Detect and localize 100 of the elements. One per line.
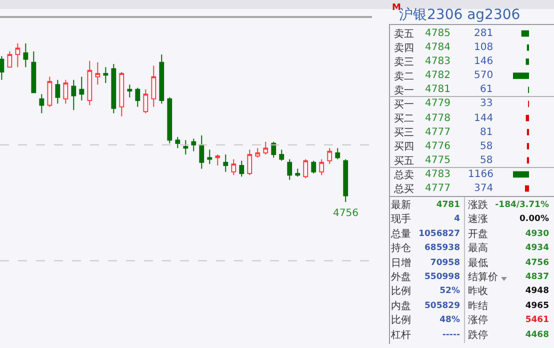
annotation: 4756 bbox=[333, 208, 358, 219]
text: ----- bbox=[442, 330, 460, 340]
text: 61 bbox=[480, 84, 493, 95]
text: 日增 bbox=[391, 258, 411, 270]
candlestick bbox=[39, 94, 44, 114]
y-tick-label: 总买 bbox=[393, 183, 414, 195]
candlestick bbox=[207, 149, 212, 164]
candlestick bbox=[271, 141, 276, 158]
text: 最高 bbox=[468, 243, 488, 256]
y-tick-label: 总卖 bbox=[393, 168, 414, 181]
text: 48% bbox=[440, 315, 460, 326]
text: 涨停 bbox=[468, 315, 488, 328]
candlestick bbox=[223, 154, 228, 172]
text: 144 bbox=[474, 113, 494, 124]
text: 杠杆 bbox=[391, 330, 411, 342]
candlestick bbox=[103, 66, 108, 84]
text: 685938 bbox=[424, 243, 460, 254]
text: 4785 bbox=[425, 28, 450, 39]
candlestick bbox=[127, 84, 132, 98]
candlestick bbox=[247, 149, 252, 176]
candlestick bbox=[87, 60, 92, 106]
y-tick-label: 买四 bbox=[394, 142, 414, 153]
candlestick bbox=[55, 79, 60, 104]
candlestick bbox=[135, 87, 140, 108]
y-tick-label: 买五 bbox=[394, 156, 414, 167]
text: 跌停 bbox=[468, 330, 488, 342]
candlestick bbox=[303, 158, 308, 179]
text: 持仓 bbox=[391, 243, 411, 256]
text: 4775 bbox=[425, 155, 450, 166]
text: 4784 bbox=[425, 42, 450, 53]
text: -184/3.71% bbox=[495, 200, 549, 210]
candlestick bbox=[279, 149, 284, 162]
candlestick bbox=[151, 65, 156, 108]
text: 4837 bbox=[525, 272, 549, 282]
text: 570 bbox=[474, 70, 494, 81]
text: 4 bbox=[454, 214, 460, 225]
text: 4777 bbox=[425, 183, 450, 194]
text: 4468 bbox=[525, 330, 549, 340]
text: 550998 bbox=[424, 272, 460, 282]
text: 146 bbox=[474, 56, 494, 67]
text: 33 bbox=[480, 98, 493, 109]
text: 开盘 bbox=[468, 228, 488, 241]
candlestick bbox=[255, 148, 260, 158]
candlestick bbox=[143, 88, 148, 114]
candlestick bbox=[167, 96, 172, 144]
text: 52% bbox=[440, 286, 460, 297]
candlestick bbox=[335, 148, 340, 160]
text: M bbox=[392, 3, 401, 13]
candlestick bbox=[263, 141, 268, 155]
candlestick bbox=[63, 79, 68, 104]
candlestick bbox=[319, 158, 324, 176]
candlestick bbox=[31, 50, 36, 94]
y-tick-label: 买一 bbox=[394, 99, 414, 110]
y-tick-label: 卖五 bbox=[394, 28, 414, 40]
candlestick bbox=[231, 158, 236, 176]
text: 最低 bbox=[468, 258, 488, 270]
candlestick bbox=[295, 168, 300, 178]
candlestick bbox=[199, 134, 204, 170]
text: 4776 bbox=[425, 141, 450, 152]
candlestick bbox=[287, 158, 292, 180]
text: 4779 bbox=[425, 98, 450, 109]
candlestick bbox=[343, 158, 348, 203]
y-tick-label: 卖四 bbox=[394, 42, 414, 54]
text: 505829 bbox=[424, 300, 460, 312]
candlestick bbox=[159, 54, 164, 104]
candlestick bbox=[311, 160, 316, 174]
text: 5461 bbox=[525, 315, 549, 326]
text: 4781 bbox=[425, 84, 450, 95]
candlestick bbox=[95, 62, 100, 86]
candlestick bbox=[7, 50, 12, 68]
text: 70958 bbox=[430, 258, 460, 268]
y-tick-label: 卖三 bbox=[394, 56, 414, 68]
text: 总量 bbox=[391, 228, 411, 241]
y-tick-label: 卖一 bbox=[394, 84, 414, 96]
text: 速涨 bbox=[468, 214, 488, 226]
text: 1056827 bbox=[418, 228, 460, 240]
text: 58 bbox=[480, 155, 493, 166]
text: 涨跌 bbox=[468, 200, 488, 212]
text: 4777 bbox=[425, 127, 450, 138]
text: 比例 bbox=[391, 315, 411, 328]
bar bbox=[526, 58, 529, 65]
text: 现手 bbox=[391, 214, 411, 226]
candlestick bbox=[47, 76, 52, 108]
text: 58 bbox=[480, 141, 493, 152]
y-tick-label: 买三 bbox=[394, 128, 414, 139]
text: 4756 bbox=[525, 258, 549, 268]
text: 昨收 bbox=[468, 286, 488, 298]
bar bbox=[513, 72, 529, 79]
candlestick bbox=[0, 56, 4, 80]
text: 4778 bbox=[425, 113, 450, 124]
text: 0.00% bbox=[520, 214, 549, 225]
text: 1166 bbox=[468, 169, 494, 180]
text: 374 bbox=[474, 183, 494, 194]
text: 4965 bbox=[525, 300, 549, 312]
candlestick bbox=[183, 140, 188, 155]
y-tick-label: 买二 bbox=[394, 114, 414, 125]
candlestick bbox=[239, 160, 244, 178]
text: 4948 bbox=[525, 286, 549, 297]
candlestick bbox=[111, 64, 116, 114]
text: 108 bbox=[474, 42, 494, 53]
